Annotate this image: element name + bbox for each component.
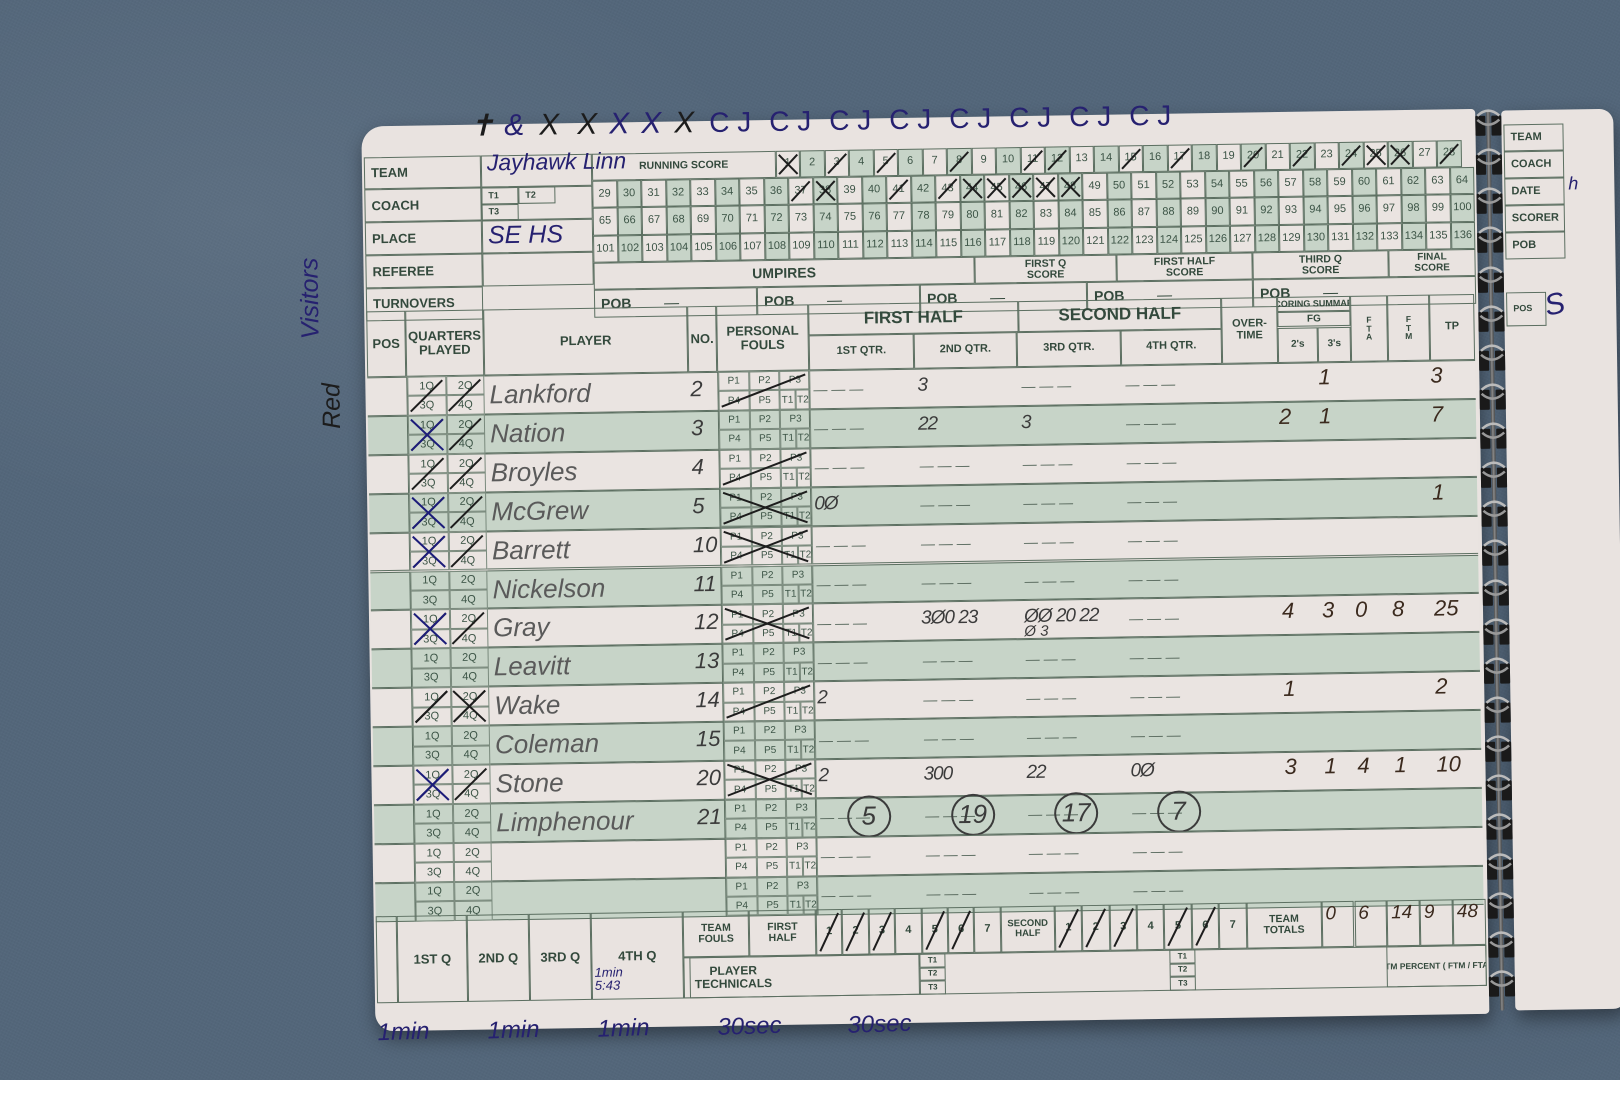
- svg-text:C: C: [829, 105, 850, 136]
- svg-text:X: X: [673, 106, 696, 139]
- svg-text:C: C: [709, 107, 730, 138]
- svg-text:C: C: [1009, 102, 1030, 133]
- svg-text:C: C: [889, 104, 910, 135]
- svg-text:C: C: [1129, 100, 1150, 131]
- svg-text:J: J: [1097, 101, 1111, 132]
- svg-text:X: X: [538, 108, 561, 141]
- svg-text:J: J: [1157, 100, 1171, 131]
- svg-text:J: J: [917, 103, 931, 134]
- svg-text:X: X: [608, 107, 631, 140]
- svg-text:X: X: [576, 108, 599, 141]
- svg-text:J: J: [857, 104, 871, 135]
- svg-text:&: &: [504, 109, 525, 142]
- svg-text:✝: ✝: [469, 109, 495, 142]
- svg-text:J: J: [977, 103, 991, 134]
- svg-text:C: C: [769, 106, 790, 137]
- svg-text:J: J: [797, 105, 811, 136]
- svg-text:J: J: [1037, 102, 1051, 133]
- svg-text:J: J: [737, 106, 751, 137]
- svg-text:X: X: [640, 107, 663, 140]
- svg-text:C: C: [949, 103, 970, 134]
- svg-text:C: C: [1069, 101, 1090, 132]
